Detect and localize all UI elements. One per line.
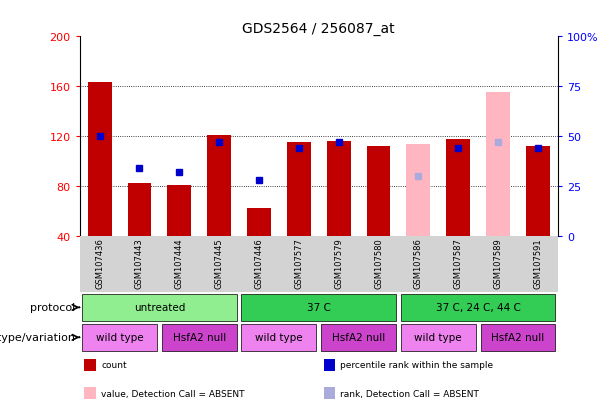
Text: wild type: wild type	[255, 332, 303, 342]
Text: GSM107444: GSM107444	[175, 238, 184, 289]
Text: GSM107579: GSM107579	[334, 238, 343, 289]
Text: HsfA2 null: HsfA2 null	[492, 332, 544, 342]
Bar	[207, 135, 231, 236]
Bar	[85, 358, 96, 371]
Text: GSM107446: GSM107446	[254, 238, 264, 289]
Bar	[327, 142, 351, 236]
Bar	[406, 144, 430, 236]
Text: 37 C, 24 C, 44 C: 37 C, 24 C, 44 C	[436, 303, 520, 313]
Bar	[367, 147, 390, 236]
Text: HsfA2 null: HsfA2 null	[332, 332, 385, 342]
Bar	[321, 324, 396, 351]
Bar	[88, 83, 112, 236]
Bar	[242, 294, 396, 321]
Bar	[486, 93, 510, 236]
Text: wild type: wild type	[414, 332, 462, 342]
Text: protocol: protocol	[31, 303, 76, 313]
Text: GSM107436: GSM107436	[95, 238, 104, 289]
Text: GSM107580: GSM107580	[374, 238, 383, 289]
Bar	[481, 324, 555, 351]
Bar	[82, 294, 237, 321]
Bar	[167, 185, 191, 236]
Text: GSM107445: GSM107445	[215, 238, 224, 289]
Title: GDS2564 / 256087_at: GDS2564 / 256087_at	[243, 22, 395, 36]
Bar	[446, 139, 470, 236]
Text: 37 C: 37 C	[307, 303, 330, 313]
Text: rank, Detection Call = ABSENT: rank, Detection Call = ABSENT	[340, 389, 479, 398]
Bar	[324, 387, 335, 399]
Text: GSM107591: GSM107591	[533, 238, 543, 289]
Bar	[287, 143, 311, 236]
Text: HsfA2 null: HsfA2 null	[173, 332, 226, 342]
Text: GSM107589: GSM107589	[493, 238, 503, 289]
Bar	[324, 358, 335, 371]
Bar	[82, 324, 157, 351]
Text: percentile rank within the sample: percentile rank within the sample	[340, 361, 493, 369]
Bar	[85, 387, 96, 399]
Text: count: count	[101, 361, 127, 369]
Bar	[401, 324, 476, 351]
Bar	[401, 294, 555, 321]
Text: genotype/variation: genotype/variation	[0, 332, 76, 342]
Bar	[162, 324, 237, 351]
Text: untreated: untreated	[134, 303, 185, 313]
Bar	[526, 147, 550, 236]
Text: GSM107587: GSM107587	[454, 238, 463, 289]
Bar	[242, 324, 316, 351]
Text: GSM107443: GSM107443	[135, 238, 144, 289]
Bar	[128, 184, 151, 236]
Bar	[247, 209, 271, 236]
Text: GSM107577: GSM107577	[294, 238, 303, 289]
Text: value, Detection Call = ABSENT: value, Detection Call = ABSENT	[101, 389, 245, 398]
Text: wild type: wild type	[96, 332, 143, 342]
Text: GSM107586: GSM107586	[414, 238, 423, 289]
